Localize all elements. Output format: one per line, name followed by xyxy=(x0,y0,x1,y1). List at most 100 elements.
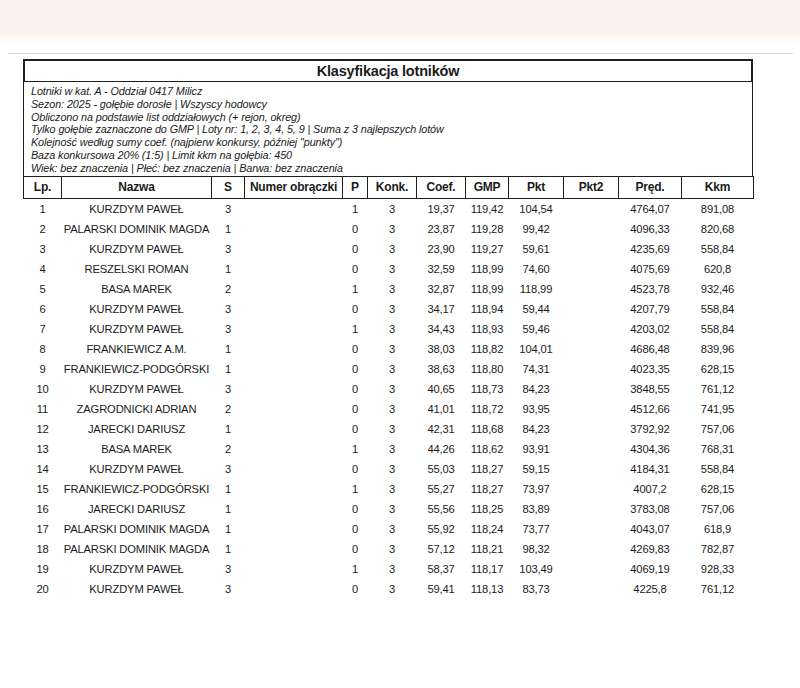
cell-pkt: 93,91 xyxy=(509,439,564,459)
table-row: 20KURZDYM PAWEŁ30359,41118,1383,734225,8… xyxy=(24,579,754,599)
cell-pkt: 83,89 xyxy=(509,499,564,519)
cell-pkt2 xyxy=(564,539,619,559)
cell-coef: 19,37 xyxy=(417,198,466,219)
cell-konk: 3 xyxy=(368,559,417,579)
cell-konk: 3 xyxy=(368,499,417,519)
cell-kkm: 839,96 xyxy=(682,339,754,359)
cell-kkm: 928,33 xyxy=(682,559,754,579)
cell-p: 0 xyxy=(343,259,368,279)
report-info-line: Obliczono na podstawie list oddziałowych… xyxy=(31,111,746,124)
table-row: 2PALARSKI DOMINIK MAGDA10323,87119,2899,… xyxy=(24,219,754,239)
cell-lp: 9 xyxy=(24,359,62,379)
cell-numer-obraczki xyxy=(245,499,343,519)
cell-pred: 4184,31 xyxy=(619,459,682,479)
cell-nazwa: PALARSKI DOMINIK MAGDA xyxy=(62,539,212,559)
cell-p: 0 xyxy=(343,219,368,239)
cell-pkt2 xyxy=(564,198,619,219)
table-row: 14KURZDYM PAWEŁ30355,03118,2759,154184,3… xyxy=(24,459,754,479)
cell-pkt: 84,23 xyxy=(509,419,564,439)
column-header-pkt2: Pkt2 xyxy=(564,176,619,198)
cell-gmp: 118,80 xyxy=(466,359,509,379)
cell-pred: 3848,55 xyxy=(619,379,682,399)
report-info-line: Wiek: bez znaczenia | Płeć: bez znaczeni… xyxy=(31,162,746,175)
cell-pkt2 xyxy=(564,439,619,459)
cell-coef: 57,12 xyxy=(417,539,466,559)
column-header-p: P xyxy=(343,176,368,198)
column-header-nazwa: Nazwa xyxy=(62,176,212,198)
cell-pkt: 104,54 xyxy=(509,198,564,219)
cell-kkm: 757,06 xyxy=(682,499,754,519)
table-row: 10KURZDYM PAWEŁ30340,65118,7384,233848,5… xyxy=(24,379,754,399)
report-document: Klasyfikacja lotników Lotniki w kat. A -… xyxy=(23,59,753,599)
table-row: 18PALARSKI DOMINIK MAGDA10357,12118,2198… xyxy=(24,539,754,559)
cell-pkt: 93,95 xyxy=(509,399,564,419)
table-row: 15FRANKIEWICZ-PODGÓRSKI11355,27118,2773,… xyxy=(24,479,754,499)
cell-numer-obraczki xyxy=(245,579,343,599)
cell-p: 1 xyxy=(343,479,368,499)
cell-s: 1 xyxy=(212,359,245,379)
cell-numer-obraczki xyxy=(245,479,343,499)
cell-pkt: 59,44 xyxy=(509,299,564,319)
cell-s: 1 xyxy=(212,259,245,279)
table-row: 3KURZDYM PAWEŁ30323,90119,2759,614235,69… xyxy=(24,239,754,259)
cell-gmp: 118,82 xyxy=(466,339,509,359)
cell-s: 1 xyxy=(212,339,245,359)
cell-konk: 3 xyxy=(368,319,417,339)
cell-s: 3 xyxy=(212,299,245,319)
cell-kkm: 761,12 xyxy=(682,379,754,399)
cell-pkt: 83,73 xyxy=(509,579,564,599)
cell-numer-obraczki xyxy=(245,198,343,219)
cell-kkm: 782,87 xyxy=(682,539,754,559)
cell-coef: 42,31 xyxy=(417,419,466,439)
cell-pkt: 59,15 xyxy=(509,459,564,479)
column-header-s: S xyxy=(212,176,245,198)
table-row: 5BASA MAREK21332,87118,99118,994523,7893… xyxy=(24,279,754,299)
cell-pred: 4069,19 xyxy=(619,559,682,579)
cell-p: 0 xyxy=(343,519,368,539)
cell-numer-obraczki xyxy=(245,519,343,539)
cell-nazwa: JARECKI DARIUSZ xyxy=(62,419,212,439)
cell-kkm: 558,84 xyxy=(682,459,754,479)
cell-pred: 4523,78 xyxy=(619,279,682,299)
cell-coef: 55,56 xyxy=(417,499,466,519)
table-row: 7KURZDYM PAWEŁ31334,43118,9359,464203,02… xyxy=(24,319,754,339)
cell-konk: 3 xyxy=(368,259,417,279)
cell-gmp: 118,94 xyxy=(466,299,509,319)
cell-lp: 8 xyxy=(24,339,62,359)
cell-s: 1 xyxy=(212,419,245,439)
cell-s: 1 xyxy=(212,219,245,239)
cell-gmp: 118,13 xyxy=(466,579,509,599)
cell-s: 1 xyxy=(212,539,245,559)
cell-coef: 23,90 xyxy=(417,239,466,259)
cell-konk: 3 xyxy=(368,459,417,479)
column-header-pkt: Pkt xyxy=(509,176,564,198)
cell-p: 0 xyxy=(343,339,368,359)
table-row: 17PALARSKI DOMINIK MAGDA10355,92118,2473… xyxy=(24,519,754,539)
cell-p: 1 xyxy=(343,439,368,459)
cell-kkm: 741,95 xyxy=(682,399,754,419)
cell-konk: 3 xyxy=(368,299,417,319)
cell-coef: 58,37 xyxy=(417,559,466,579)
table-header-row: Lp. Nazwa S Numer obrączki P Konk. Coef.… xyxy=(24,176,754,198)
cell-konk: 3 xyxy=(368,479,417,499)
cell-coef: 55,92 xyxy=(417,519,466,539)
cell-lp: 3 xyxy=(24,239,62,259)
cell-coef: 41,01 xyxy=(417,399,466,419)
cell-p: 1 xyxy=(343,198,368,219)
cell-p: 0 xyxy=(343,579,368,599)
cell-pkt2 xyxy=(564,459,619,479)
cell-nazwa: KURZDYM PAWEŁ xyxy=(62,299,212,319)
cell-pred: 4207,79 xyxy=(619,299,682,319)
cell-s: 1 xyxy=(212,499,245,519)
cell-konk: 3 xyxy=(368,379,417,399)
cell-pkt: 99,42 xyxy=(509,219,564,239)
cell-kkm: 768,31 xyxy=(682,439,754,459)
cell-coef: 38,63 xyxy=(417,359,466,379)
report-info-line: Kolejność według sumy coef. (najpierw ko… xyxy=(31,136,746,149)
cell-nazwa: FRANKIEWICZ-PODGÓRSKI xyxy=(62,359,212,379)
table-row: 9FRANKIEWICZ-PODGÓRSKI10338,63118,8074,3… xyxy=(24,359,754,379)
cell-nazwa: FRANKIEWICZ A.M. xyxy=(62,339,212,359)
cell-numer-obraczki xyxy=(245,459,343,479)
cell-p: 0 xyxy=(343,419,368,439)
cell-s: 1 xyxy=(212,519,245,539)
